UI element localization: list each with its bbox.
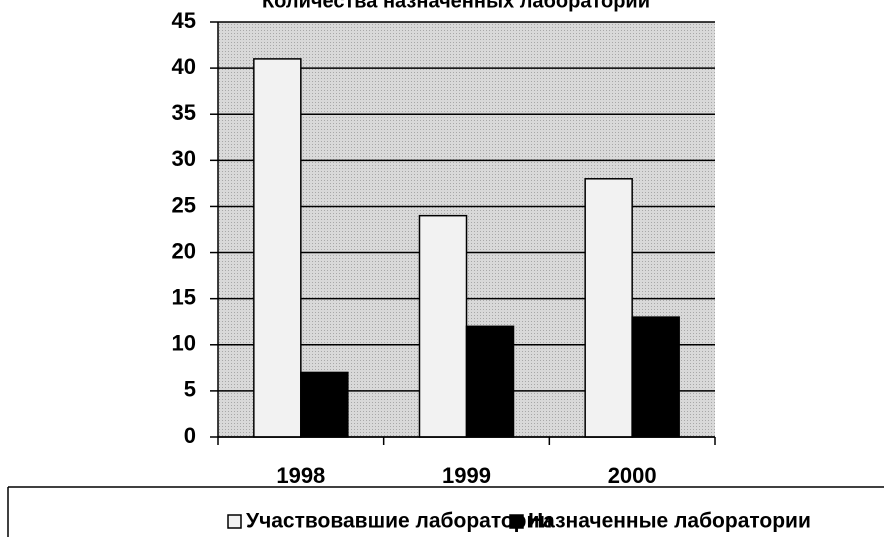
x-tick-label: 2000 <box>608 463 657 488</box>
y-tick-label: 20 <box>172 238 196 263</box>
y-tick-label: 5 <box>184 377 196 402</box>
legend-label: Назначенные лаборатории <box>528 510 811 533</box>
y-tick-label: 45 <box>172 8 196 33</box>
chart-title: Количества назначенных лабораторий <box>262 0 650 12</box>
bar <box>253 58 302 438</box>
y-tick-label: 15 <box>172 284 196 309</box>
y-tick-label: 30 <box>172 146 196 171</box>
y-tick-label: 10 <box>172 331 196 356</box>
x-tick-label: 1999 <box>442 463 491 488</box>
y-tick-label: 0 <box>184 423 196 448</box>
bar <box>631 316 680 438</box>
bar <box>418 214 468 438</box>
y-tick-label: 35 <box>172 100 196 125</box>
y-tick-label: 25 <box>172 192 196 217</box>
y-tick-label: 40 <box>172 54 196 79</box>
legend-label: Участвовавшие лаборатории <box>246 510 552 533</box>
x-tick-label: 1998 <box>276 463 325 488</box>
bar <box>465 325 515 438</box>
bar <box>300 371 349 438</box>
bar <box>584 178 633 438</box>
legend-swatch <box>509 514 524 529</box>
legend-swatch <box>227 514 242 529</box>
